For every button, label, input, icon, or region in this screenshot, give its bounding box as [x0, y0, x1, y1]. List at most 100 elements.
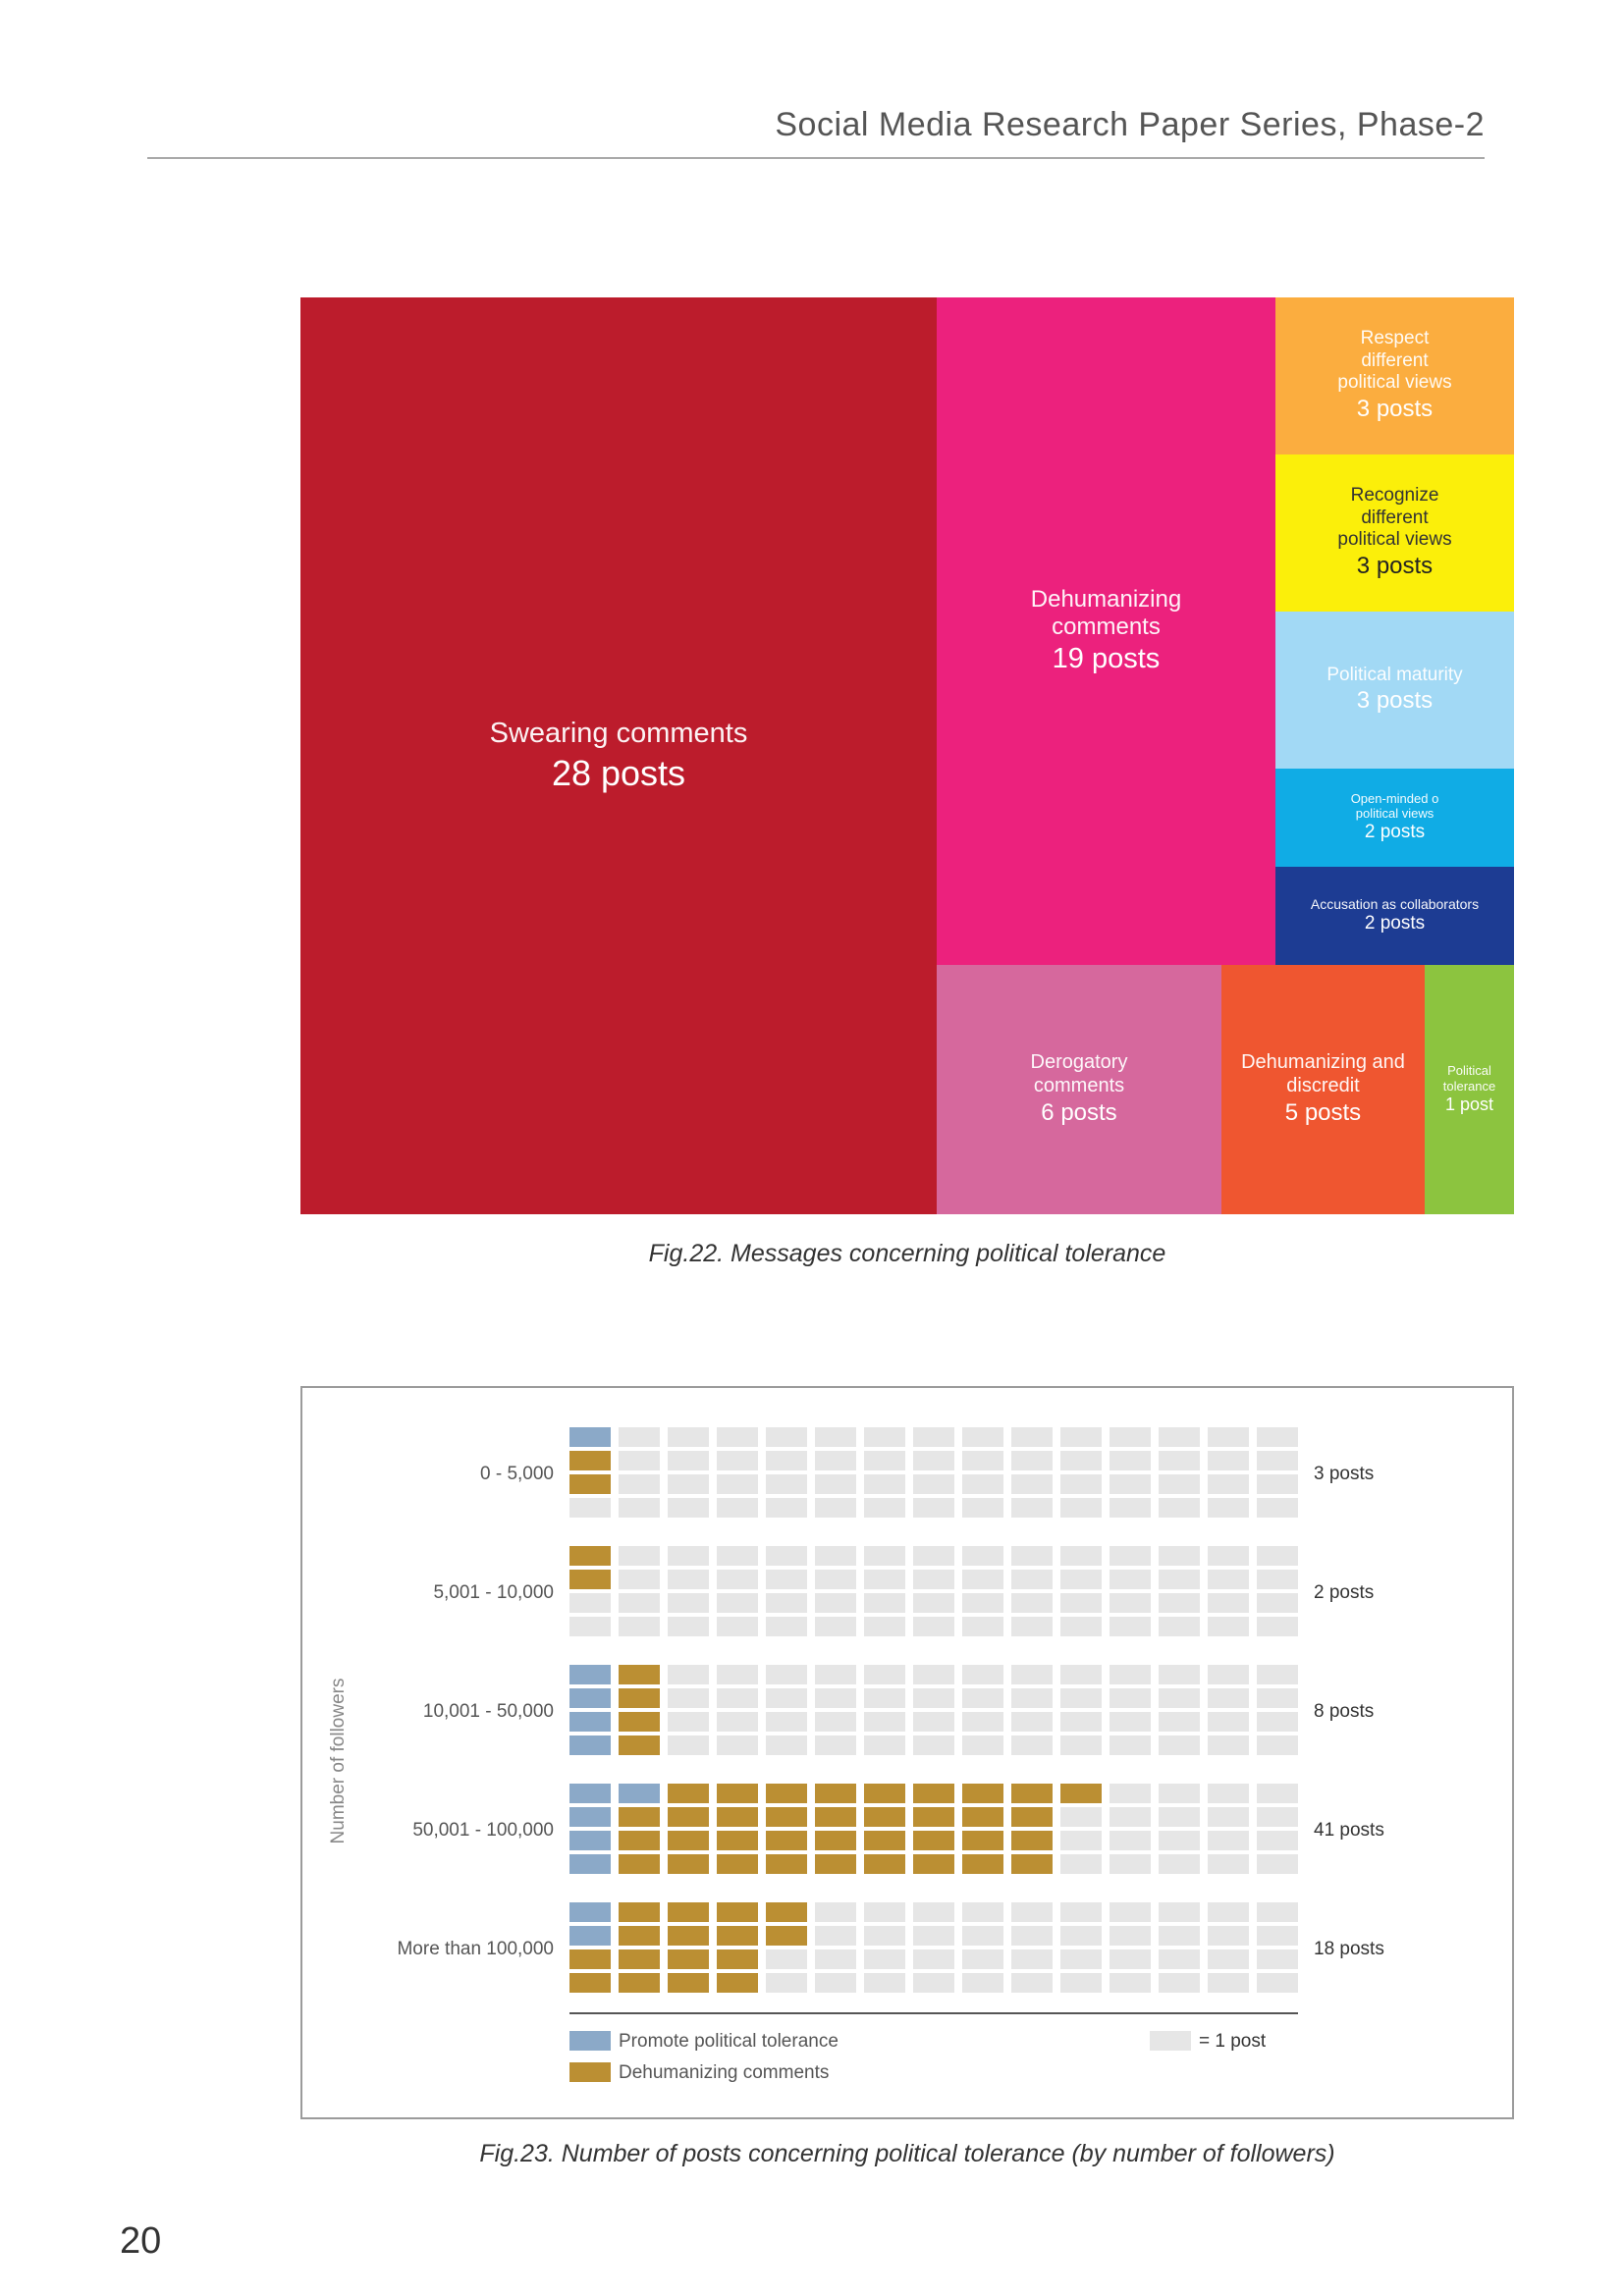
- waffle-cell-empty: [1110, 1973, 1151, 1993]
- waffle-cell-empty: [668, 1665, 709, 1684]
- waffle-cell-empty: [1159, 1665, 1200, 1684]
- waffle-cell-dehumanizing: [668, 1807, 709, 1827]
- treemap-tile-derogatory: Derogatory comments 6 posts: [937, 965, 1221, 1214]
- waffle-cell-empty: [864, 1546, 905, 1566]
- waffle-cell-empty: [1011, 1926, 1053, 1946]
- waffle-cell-empty: [1257, 1831, 1298, 1850]
- waffle-cell-dehumanizing: [913, 1831, 954, 1850]
- waffle-cell-empty: [1060, 1474, 1102, 1494]
- waffle-cell-dehumanizing: [668, 1831, 709, 1850]
- waffle-cell-dehumanizing: [766, 1831, 807, 1850]
- waffle-cell-empty: [1011, 1617, 1053, 1636]
- waffle-cell-empty: [1110, 1926, 1151, 1946]
- waffle-cell-empty: [1159, 1807, 1200, 1827]
- waffle-cell-empty: [1011, 1593, 1053, 1613]
- waffle-cell-empty: [1110, 1831, 1151, 1850]
- treemap-tile-value: 5 posts: [1284, 1098, 1362, 1126]
- waffle-cell-empty: [766, 1498, 807, 1518]
- waffle-cell-promote: [569, 1735, 611, 1755]
- waffle-cell-empty: [717, 1735, 758, 1755]
- waffle-cell-dehumanizing: [619, 1854, 660, 1874]
- waffle-cell-empty: [1011, 1474, 1053, 1494]
- waffle-cell-dehumanizing: [619, 1665, 660, 1684]
- waffle-cell-dehumanizing: [569, 1451, 611, 1470]
- waffle-cell-empty: [619, 1570, 660, 1589]
- waffle-cell-dehumanizing: [766, 1807, 807, 1827]
- waffle-cell-empty: [668, 1451, 709, 1470]
- waffle-cell-dehumanizing: [815, 1784, 856, 1803]
- waffle-cell-empty: [569, 1617, 611, 1636]
- waffle-category-label: 5,001 - 10,000: [433, 1582, 554, 1603]
- waffle-cell-dehumanizing: [913, 1784, 954, 1803]
- waffle-cell-empty: [1110, 1427, 1151, 1447]
- waffle-cell-empty: [1110, 1451, 1151, 1470]
- waffle-cell-empty: [1257, 1784, 1298, 1803]
- waffle-cell-empty: [1257, 1427, 1298, 1447]
- waffle-cell-empty: [1110, 1807, 1151, 1827]
- waffle-cell-empty: [668, 1570, 709, 1589]
- treemap-tile-value: 1 post: [1444, 1095, 1494, 1115]
- waffle-cell-empty: [1208, 1902, 1249, 1922]
- waffle-cell-empty: [815, 1617, 856, 1636]
- waffle-cell-empty: [1110, 1474, 1151, 1494]
- waffle-cell-dehumanizing: [668, 1973, 709, 1993]
- running-header: Social Media Research Paper Series, Phas…: [775, 106, 1485, 143]
- waffle-cell-empty: [1257, 1546, 1298, 1566]
- waffle-cell-empty: [1159, 1427, 1200, 1447]
- waffle-total-label: 3 posts: [1314, 1464, 1374, 1484]
- waffle-cell-empty: [569, 1593, 611, 1613]
- waffle-chart-frame: 0 - 5,000 3 posts 5,001 - 10,000 2 posts 10,…: [300, 1386, 1514, 2119]
- waffle-cell-empty: [1208, 1617, 1249, 1636]
- waffle-cell-empty: [766, 1617, 807, 1636]
- waffle-cell-empty: [668, 1427, 709, 1447]
- treemap-tile-label: Open-minded o political views: [1350, 790, 1439, 822]
- waffle-cell-dehumanizing: [569, 1570, 611, 1589]
- waffle-cell-empty: [1159, 1902, 1200, 1922]
- waffle-cell-empty: [1011, 1546, 1053, 1566]
- waffle-cell-empty: [815, 1570, 856, 1589]
- waffle-cell-dehumanizing: [668, 1784, 709, 1803]
- waffle-cell-empty: [1060, 1593, 1102, 1613]
- waffle-cell-empty: [1159, 1498, 1200, 1518]
- waffle-cell-promote: [569, 1854, 611, 1874]
- waffle-cell-empty: [1208, 1735, 1249, 1755]
- waffle-cell-empty: [815, 1973, 856, 1993]
- waffle-cell-empty: [619, 1427, 660, 1447]
- treemap-tile-value: 3 posts: [1356, 552, 1434, 579]
- waffle-cell-empty: [815, 1902, 856, 1922]
- waffle-cell-empty: [668, 1546, 709, 1566]
- waffle-cell-dehumanizing: [1011, 1807, 1053, 1827]
- treemap-tile-label: Recognize different political views: [1337, 485, 1452, 551]
- waffle-cell-empty: [815, 1498, 856, 1518]
- waffle-cell-empty: [1208, 1854, 1249, 1874]
- waffle-cell-dehumanizing: [962, 1831, 1003, 1850]
- waffle-cell-empty: [1060, 1926, 1102, 1946]
- waffle-cell-dehumanizing: [569, 1546, 611, 1566]
- waffle-cell-empty: [962, 1593, 1003, 1613]
- waffle-cell-empty: [1257, 1902, 1298, 1922]
- waffle-cell-empty: [668, 1617, 709, 1636]
- waffle-cell-empty: [717, 1570, 758, 1589]
- waffle-cell-empty: [1060, 1902, 1102, 1922]
- waffle-cell-empty: [717, 1712, 758, 1732]
- waffle-cell-empty: [962, 1617, 1003, 1636]
- waffle-cell-dehumanizing: [766, 1902, 807, 1922]
- waffle-cell-empty: [1257, 1688, 1298, 1708]
- waffle-cell-empty: [1208, 1807, 1249, 1827]
- waffle-cell-empty: [962, 1570, 1003, 1589]
- treemap-tile-dehumanizing: Dehumanizing comments 19 posts: [937, 297, 1275, 965]
- treemap-tile-label: Political tolerance: [1442, 1063, 1496, 1094]
- waffle-cell-empty: [1257, 1593, 1298, 1613]
- waffle-cell-empty: [717, 1593, 758, 1613]
- waffle-cell-empty: [962, 1451, 1003, 1470]
- legend-swatch-unit: [1150, 2031, 1191, 2051]
- waffle-cell-dehumanizing: [717, 1949, 758, 1969]
- waffle-cell-empty: [766, 1949, 807, 1969]
- waffle-cell-dehumanizing: [717, 1807, 758, 1827]
- waffle-cell-empty: [1208, 1474, 1249, 1494]
- waffle-cell-empty: [1011, 1973, 1053, 1993]
- waffle-cell-empty: [766, 1427, 807, 1447]
- waffle-cell-dehumanizing: [717, 1784, 758, 1803]
- waffle-cell-empty: [1060, 1427, 1102, 1447]
- waffle-cell-empty: [1159, 1617, 1200, 1636]
